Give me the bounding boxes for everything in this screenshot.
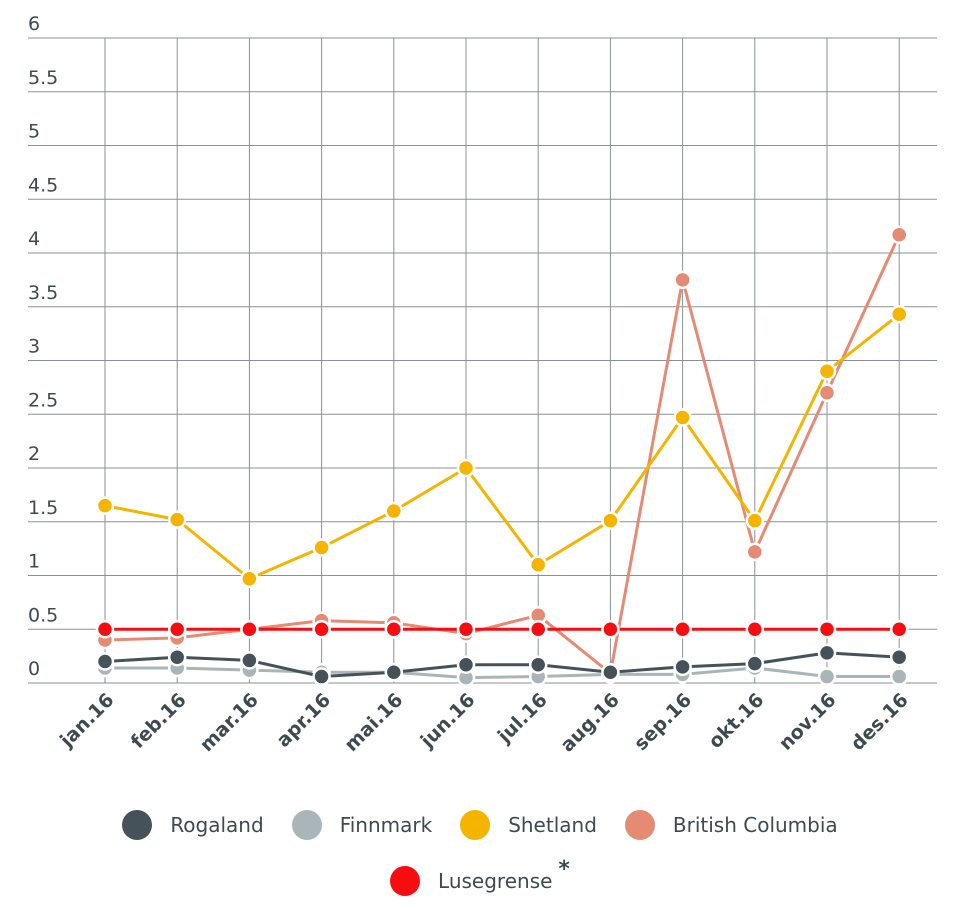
x-tick-label: apr.16 bbox=[272, 689, 335, 752]
legend-item-shetland[interactable]: Shetland bbox=[460, 810, 597, 840]
legend-item-rogaland[interactable]: Rogaland bbox=[122, 810, 264, 840]
legend-row-1: Rogaland Finnmark Shetland British Colum… bbox=[0, 810, 960, 840]
footnote-asterisk: * bbox=[558, 856, 570, 882]
data-point-rogaland bbox=[745, 654, 765, 673]
data-point-rogaland bbox=[384, 663, 404, 682]
legend-item-british-columbia[interactable]: British Columbia bbox=[624, 810, 838, 840]
legend-item-lusegrense[interactable]: Lusegrense * bbox=[390, 857, 570, 896]
y-tick-label: 5 bbox=[28, 121, 40, 143]
y-tick-label: 3 bbox=[28, 336, 40, 358]
data-point-shetland bbox=[240, 569, 259, 588]
data-point-rogaland bbox=[240, 651, 259, 670]
y-tick-label: 3.5 bbox=[28, 282, 58, 304]
data-point-finnmark bbox=[889, 667, 909, 686]
data-point-finnmark bbox=[817, 667, 837, 686]
series-line-british-columbia bbox=[104, 234, 901, 675]
x-tick-label: mar.16 bbox=[196, 689, 263, 756]
data-point-lusegrense bbox=[817, 620, 837, 639]
data-point-lusegrense bbox=[601, 620, 620, 639]
y-tick-label: 0 bbox=[28, 658, 40, 680]
x-tick-label: jun.16 bbox=[416, 689, 480, 753]
x-tick-label: aug.16 bbox=[556, 689, 624, 757]
data-point-lusegrense bbox=[384, 620, 404, 639]
y-tick-label: 6 bbox=[28, 13, 40, 35]
data-point-shetland bbox=[167, 510, 187, 529]
series-line-rogaland bbox=[104, 651, 900, 679]
line-chart: 6 5.5 5 4.5 4 3.5 3 2.5 2 1.5 1 0.5 0 jan.16 feb.16 mar… bbox=[28, 13, 937, 757]
legend-row-2: Lusegrense * bbox=[0, 857, 960, 896]
data-point-shetland bbox=[312, 538, 331, 557]
legend-label-lusegrense: Lusegrense bbox=[438, 869, 553, 893]
legend-marker-finnmark bbox=[291, 810, 322, 840]
data-point-rogaland bbox=[312, 667, 331, 686]
data-point-rogaland bbox=[817, 643, 837, 663]
data-point-shetland bbox=[601, 511, 620, 530]
y-tick-label: 4.5 bbox=[28, 174, 58, 196]
data-point-british-columbia bbox=[817, 383, 837, 402]
data-point-rogaland bbox=[528, 655, 548, 674]
y-tick-label: 0.5 bbox=[28, 604, 58, 626]
x-tick-label: jul.16 bbox=[493, 689, 552, 748]
data-point-lusegrense bbox=[95, 620, 115, 639]
data-point-rogaland bbox=[889, 647, 909, 667]
data-point-rogaland bbox=[601, 663, 620, 682]
legend-label-british-columbia: British Columbia bbox=[672, 813, 838, 837]
data-point-shetland bbox=[673, 408, 692, 427]
data-point-british-columbia bbox=[745, 542, 765, 562]
x-tick-label: des.16 bbox=[847, 689, 913, 755]
y-tick-label: 5.5 bbox=[28, 67, 58, 89]
y-tick-label: 2.5 bbox=[28, 389, 58, 411]
data-point-shetland bbox=[456, 458, 476, 478]
y-tick-label: 2 bbox=[28, 443, 40, 465]
series-line-shetland bbox=[104, 313, 901, 581]
data-point-shetland bbox=[817, 362, 837, 381]
data-point-lusegrense bbox=[240, 620, 259, 639]
legend-label-shetland: Shetland bbox=[508, 813, 597, 837]
data-point-rogaland bbox=[456, 655, 476, 674]
legend-marker-lusegrense bbox=[390, 866, 421, 896]
data-point-british-columbia bbox=[673, 270, 692, 290]
data-point-shetland bbox=[528, 555, 548, 574]
y-tick-label: 1 bbox=[28, 551, 40, 573]
data-point-british-columbia bbox=[889, 225, 909, 244]
x-tick-label: mai.16 bbox=[340, 689, 407, 756]
data-point-shetland bbox=[889, 305, 909, 324]
data-point-lusegrense bbox=[456, 620, 476, 639]
data-point-shetland bbox=[384, 501, 404, 521]
data-point-shetland bbox=[95, 496, 115, 515]
x-tick-label: nov.16 bbox=[775, 689, 841, 755]
data-point-rogaland bbox=[95, 652, 115, 671]
legend-label-finnmark: Finnmark bbox=[339, 813, 433, 837]
data-point-shetland bbox=[745, 511, 765, 530]
data-point-lusegrense bbox=[528, 620, 548, 639]
y-tick-label: 4 bbox=[28, 228, 40, 250]
series-line-finnmark bbox=[105, 666, 900, 680]
x-tick-label: sep.16 bbox=[630, 689, 696, 755]
legend-label-rogaland: Rogaland bbox=[170, 813, 264, 837]
legend-item-finnmark[interactable]: Finnmark bbox=[291, 810, 433, 840]
data-point-lusegrense bbox=[312, 620, 331, 639]
data-point-rogaland bbox=[673, 657, 692, 677]
data-point-lusegrense bbox=[167, 620, 187, 639]
x-tick-label: okt.16 bbox=[704, 689, 768, 753]
x-tick-label: feb.16 bbox=[127, 689, 191, 753]
x-tick-label: jan.16 bbox=[55, 689, 118, 752]
data-point-lusegrense bbox=[673, 620, 692, 639]
legend-marker-rogaland bbox=[122, 810, 153, 840]
legend-marker-shetland bbox=[460, 810, 491, 840]
data-point-rogaland bbox=[167, 647, 187, 667]
data-point-lusegrense bbox=[889, 620, 909, 639]
data-point-lusegrense bbox=[745, 620, 765, 639]
legend-marker-british-columbia bbox=[624, 810, 655, 840]
y-tick-label: 1.5 bbox=[28, 497, 58, 519]
